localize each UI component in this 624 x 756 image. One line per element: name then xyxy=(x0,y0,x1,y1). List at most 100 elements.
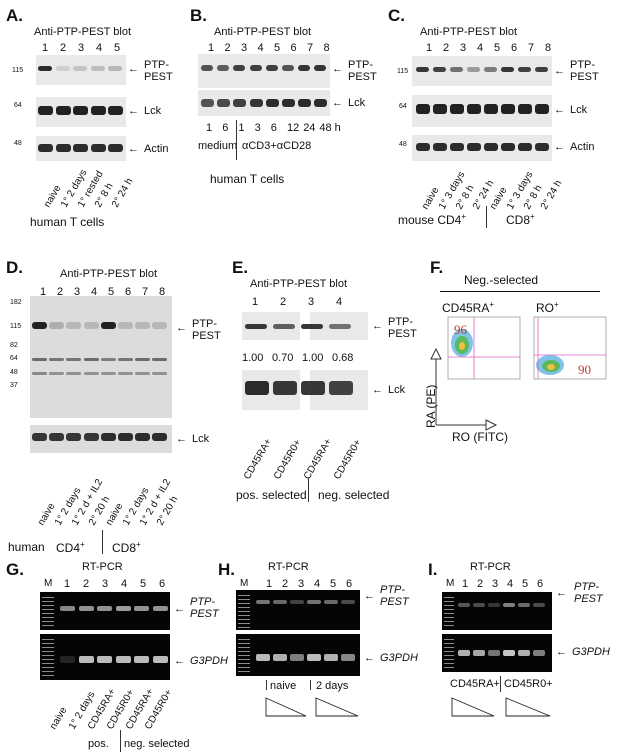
panel-b-ptppest-band-2 xyxy=(217,65,230,71)
panel-a-cond-1: naive xyxy=(42,183,64,210)
panel-h-g3pdh-arrow: ← xyxy=(364,652,375,664)
panel-a-actin-label: Actin xyxy=(144,143,169,155)
panel-d-lck-band-7 xyxy=(135,433,151,441)
panel-a-lck-band-4 xyxy=(90,106,106,115)
panel-b-lane-7: 7 xyxy=(307,42,314,54)
panel-d-bg2-band-5 xyxy=(100,372,116,375)
panel-d-bg2-band-3 xyxy=(66,372,82,375)
panel-i-g3pdh-band-6 xyxy=(533,650,545,656)
panel-b-lane-2: 2 xyxy=(224,42,231,54)
panel-h-g3pdh-band-4 xyxy=(307,654,321,661)
panel-f-cd45ra-text: CD45RA xyxy=(442,301,490,315)
panel-d-lane-1: 1 xyxy=(40,286,47,298)
panel-a-lane-3: 3 xyxy=(78,42,85,54)
panel-a-lck-arrow: ← xyxy=(128,105,139,117)
panel-d-lane-5: 5 xyxy=(108,286,115,298)
panel-d-ptppest-band-7 xyxy=(135,322,151,329)
panel-g-m-label: M xyxy=(44,578,53,589)
panel-g-divider xyxy=(120,730,121,752)
panel-c-lck-band-1 xyxy=(416,104,430,114)
panel-e-pos-label: pos. selected xyxy=(236,488,307,502)
panel-a-ptppest-arrow: ← xyxy=(128,63,139,75)
panel-b-ptppest-band-3 xyxy=(233,65,246,71)
panel-b-lane-8: 8 xyxy=(323,42,330,54)
panel-i-divider xyxy=(500,676,501,692)
panel-b-lck-band-3 xyxy=(233,99,247,107)
panel-e-neg-label: neg. selected xyxy=(318,488,390,502)
panel-g-ptppest-band-5 xyxy=(134,606,149,611)
panel-e-lck-band-4 xyxy=(329,381,353,395)
panel-c-lane-1: 1 xyxy=(426,42,433,54)
panel-d-cd4-label: CD4+ xyxy=(56,540,85,555)
panel-i-ra-label: CD45RA+ xyxy=(450,678,500,690)
panel-c-ptppest-band-5 xyxy=(484,67,497,72)
panel-i-title: RT-PCR xyxy=(470,561,511,573)
panel-h-lane-3: 3 xyxy=(298,578,305,590)
panel-e-cond-4: CD45R0+ xyxy=(332,437,364,482)
panel-i-g3pdh-band-1 xyxy=(458,650,470,656)
panel-g-ptp-label: PTP- xyxy=(190,596,216,608)
panel-b-lck-label: Lck xyxy=(348,97,366,109)
panel-i-ptppest-band-3 xyxy=(488,603,500,607)
panel-a-ptppest-band-5 xyxy=(108,66,122,71)
panel-i-g3pdh-band-5 xyxy=(518,650,530,656)
panel-d-bg1-band-5 xyxy=(100,358,116,361)
panel-label-g: G. xyxy=(6,560,24,579)
panel-h-lane-1: 1 xyxy=(266,578,273,590)
panel-h-ptppest-band-6 xyxy=(341,600,355,604)
panel-c-cd8-text: CD8 xyxy=(506,213,531,227)
panel-c-ptp-label: PTP- xyxy=(570,59,596,71)
panel-a-ptppest-band-1 xyxy=(38,66,52,71)
panel-a-lane-5: 5 xyxy=(114,42,121,54)
panel-e-lane-3: 3 xyxy=(308,296,315,308)
panel-h-ptppest-band-5 xyxy=(324,600,338,604)
panel-g-cond-1: naive xyxy=(48,705,70,732)
panel-i-ptppest-arrow: ← xyxy=(556,587,567,599)
panel-e-cond-3: CD45RA+ xyxy=(302,436,335,482)
panel-i-ptppest-band-4 xyxy=(503,603,515,607)
panel-a-lck-band-3 xyxy=(73,106,88,115)
panel-b-time-5: 6 xyxy=(270,122,277,134)
panel-e-lck-label: Lck xyxy=(388,384,406,396)
panel-a-title: Anti-PTP-PEST blot xyxy=(34,26,131,38)
panel-h-m-label: M xyxy=(240,578,249,589)
panel-d-mw-1: 182 xyxy=(10,299,22,306)
panel-d-bg2-band-7 xyxy=(135,372,151,375)
panel-label-f: F. xyxy=(430,258,444,277)
panel-g-ladder-top xyxy=(42,594,54,628)
panel-e-ratio-2: 0.70 xyxy=(272,352,294,364)
panel-f-title: Neg.-selected xyxy=(464,273,539,287)
panel-e-pest-label: PEST xyxy=(388,328,417,340)
panel-g-ptppest-band-6 xyxy=(152,606,168,611)
panel-i-ptppest-band-5 xyxy=(518,603,530,607)
panel-a-cond-5: 2° 24 h xyxy=(110,176,136,210)
panel-f-xlab: RO (FITC) xyxy=(452,430,508,444)
panel-a-pest-label: PEST xyxy=(144,71,173,83)
panel-d-bg1-band-6 xyxy=(118,358,133,361)
panel-b-lane-3: 3 xyxy=(241,42,248,54)
panel-c-ptppest-band-3 xyxy=(450,67,463,72)
panel-c-lane-8: 8 xyxy=(545,42,552,54)
panel-c-cd4-text: mouse CD4 xyxy=(398,213,462,227)
panel-h-ptppest-band-1 xyxy=(256,600,270,604)
panel-g-ladder-bottom xyxy=(42,636,54,678)
panel-d-pest-label: PEST xyxy=(192,330,221,342)
panel-d-lck-band-2 xyxy=(49,433,65,441)
panel-c-divider xyxy=(486,206,487,228)
panel-h-days-label: 2 days xyxy=(316,680,349,692)
panel-c-lck-band-6 xyxy=(501,104,515,114)
panel-g-lane-6: 6 xyxy=(159,578,166,590)
panel-a-lane-1: 1 xyxy=(42,42,49,54)
panel-d-ptppest-band-6 xyxy=(118,322,133,329)
panel-b-time-8: 48 h xyxy=(319,122,341,134)
panel-b-ptppest-arrow: ← xyxy=(332,63,343,75)
panel-c-cd4-label: mouse CD4+ xyxy=(398,212,466,227)
panel-c-ptppest-band-4 xyxy=(467,67,480,72)
panel-d-bg2-band-4 xyxy=(83,372,99,375)
panel-d-lane-3: 3 xyxy=(74,286,81,298)
panel-g-g3pdh-band-2 xyxy=(78,656,94,663)
panel-d-ptppest-blot xyxy=(30,296,172,418)
panel-f-right-cluster-core xyxy=(547,364,555,370)
panel-d-lck-label: Lck xyxy=(192,433,210,445)
panel-g-ptppest-arrow: ← xyxy=(174,603,185,615)
